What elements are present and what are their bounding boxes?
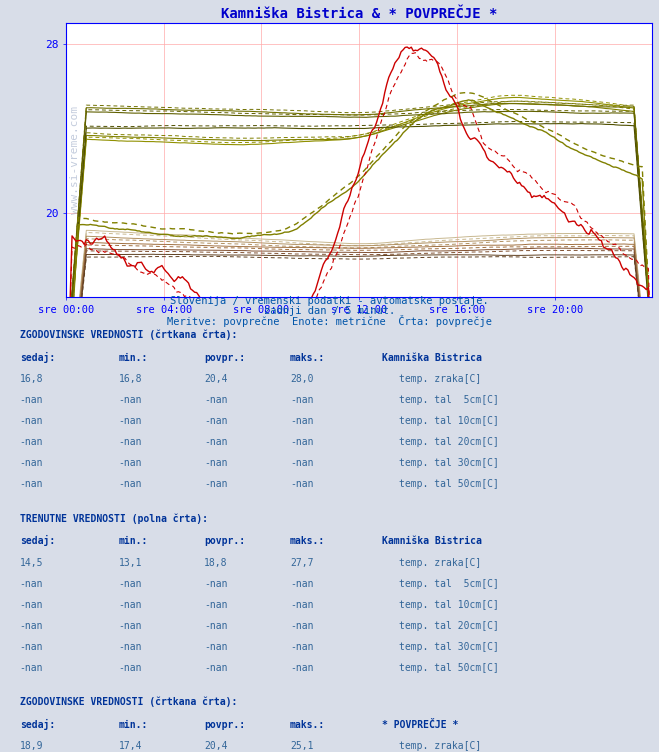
Text: povpr.:: povpr.:	[204, 720, 245, 730]
Text: temp. tal 20cm[C]: temp. tal 20cm[C]	[399, 620, 499, 631]
Text: -nan: -nan	[20, 458, 43, 468]
Text: 20,4: 20,4	[204, 374, 228, 384]
Text: -nan: -nan	[20, 641, 43, 652]
Text: temp. tal 10cm[C]: temp. tal 10cm[C]	[399, 416, 499, 426]
Text: -nan: -nan	[119, 416, 142, 426]
Text: 18,9: 18,9	[20, 741, 43, 751]
Text: 13,1: 13,1	[119, 557, 142, 568]
Text: temp. tal 50cm[C]: temp. tal 50cm[C]	[399, 479, 499, 490]
Text: -nan: -nan	[204, 663, 228, 673]
Text: * POVPREČJE *: * POVPREČJE *	[382, 720, 459, 730]
Text: -nan: -nan	[290, 620, 314, 631]
Text: -nan: -nan	[204, 599, 228, 610]
Text: -nan: -nan	[119, 458, 142, 468]
Text: -nan: -nan	[20, 437, 43, 447]
Text: -nan: -nan	[204, 620, 228, 631]
Text: maks.:: maks.:	[290, 536, 325, 547]
Text: -nan: -nan	[290, 458, 314, 468]
Text: 14,5: 14,5	[20, 557, 43, 568]
Text: -nan: -nan	[204, 416, 228, 426]
Text: 20,4: 20,4	[204, 741, 228, 751]
Text: maks.:: maks.:	[290, 720, 325, 730]
Text: 18,8: 18,8	[204, 557, 228, 568]
Text: TRENUTNE VREDNOSTI (polna črta):: TRENUTNE VREDNOSTI (polna črta):	[20, 514, 208, 524]
Text: -nan: -nan	[119, 641, 142, 652]
Text: -nan: -nan	[290, 395, 314, 405]
Text: temp. tal 20cm[C]: temp. tal 20cm[C]	[399, 437, 499, 447]
Text: sedaj:: sedaj:	[20, 352, 55, 363]
Text: -nan: -nan	[20, 395, 43, 405]
Text: temp. tal  5cm[C]: temp. tal 5cm[C]	[399, 395, 499, 405]
Text: 28,0: 28,0	[290, 374, 314, 384]
Text: -nan: -nan	[20, 663, 43, 673]
Text: -nan: -nan	[204, 458, 228, 468]
Text: -nan: -nan	[20, 578, 43, 589]
Text: temp. tal  5cm[C]: temp. tal 5cm[C]	[399, 578, 499, 589]
Text: 27,7: 27,7	[290, 557, 314, 568]
Text: temp. tal 50cm[C]: temp. tal 50cm[C]	[399, 663, 499, 673]
Text: -nan: -nan	[290, 479, 314, 490]
Text: -nan: -nan	[119, 663, 142, 673]
Text: -nan: -nan	[290, 641, 314, 652]
Text: temp. zraka[C]: temp. zraka[C]	[399, 374, 481, 384]
Text: temp. zraka[C]: temp. zraka[C]	[399, 741, 481, 751]
Text: -nan: -nan	[119, 437, 142, 447]
Text: -nan: -nan	[20, 620, 43, 631]
Text: sedaj:: sedaj:	[20, 719, 55, 730]
Text: zadnji dan / 5 minut.: zadnji dan / 5 minut.	[264, 306, 395, 317]
Text: -nan: -nan	[119, 620, 142, 631]
Text: Kamniška Bistrica: Kamniška Bistrica	[382, 353, 482, 363]
Title: Kamniška Bistrica & * POVPREČJE *: Kamniška Bistrica & * POVPREČJE *	[221, 8, 498, 21]
Text: -nan: -nan	[204, 437, 228, 447]
Text: -nan: -nan	[20, 599, 43, 610]
Text: ZGODOVINSKE VREDNOSTI (črtkana črta):: ZGODOVINSKE VREDNOSTI (črtkana črta):	[20, 697, 237, 708]
Text: -nan: -nan	[119, 578, 142, 589]
Text: min.:: min.:	[119, 536, 148, 547]
Text: -nan: -nan	[290, 663, 314, 673]
Text: sedaj:: sedaj:	[20, 535, 55, 547]
Text: maks.:: maks.:	[290, 353, 325, 363]
Text: -nan: -nan	[204, 641, 228, 652]
Text: 16,8: 16,8	[119, 374, 142, 384]
Text: Kamniška Bistrica: Kamniška Bistrica	[382, 536, 482, 547]
Text: -nan: -nan	[290, 416, 314, 426]
Text: Slovenija / vremenski podatki - avtomatske postaje.: Slovenija / vremenski podatki - avtomats…	[170, 296, 489, 306]
Text: -nan: -nan	[290, 578, 314, 589]
Text: Meritve: povprečne  Enote: metrične  Črta: povprečje: Meritve: povprečne Enote: metrične Črta:…	[167, 315, 492, 327]
Text: 17,4: 17,4	[119, 741, 142, 751]
Text: ZGODOVINSKE VREDNOSTI (črtkana črta):: ZGODOVINSKE VREDNOSTI (črtkana črta):	[20, 330, 237, 341]
Text: -nan: -nan	[119, 395, 142, 405]
Text: temp. tal 30cm[C]: temp. tal 30cm[C]	[399, 641, 499, 652]
Text: 16,8: 16,8	[20, 374, 43, 384]
Text: min.:: min.:	[119, 720, 148, 730]
Text: temp. tal 10cm[C]: temp. tal 10cm[C]	[399, 599, 499, 610]
Text: temp. zraka[C]: temp. zraka[C]	[399, 557, 481, 568]
Text: -nan: -nan	[290, 437, 314, 447]
Text: temp. tal 30cm[C]: temp. tal 30cm[C]	[399, 458, 499, 468]
Text: -nan: -nan	[20, 416, 43, 426]
Text: -nan: -nan	[204, 479, 228, 490]
Text: 25,1: 25,1	[290, 741, 314, 751]
Text: povpr.:: povpr.:	[204, 353, 245, 363]
Text: -nan: -nan	[290, 599, 314, 610]
Text: min.:: min.:	[119, 353, 148, 363]
Text: www.si-vreme.com: www.si-vreme.com	[70, 106, 80, 214]
Text: -nan: -nan	[20, 479, 43, 490]
Text: -nan: -nan	[204, 395, 228, 405]
Text: povpr.:: povpr.:	[204, 536, 245, 547]
Text: -nan: -nan	[119, 599, 142, 610]
Text: -nan: -nan	[119, 479, 142, 490]
Text: -nan: -nan	[204, 578, 228, 589]
